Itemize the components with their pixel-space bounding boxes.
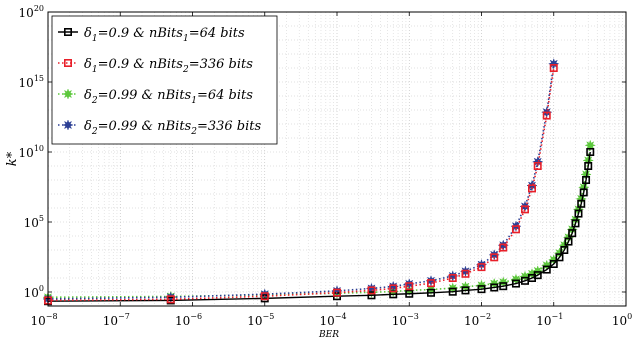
data-point: [448, 273, 457, 282]
data-point: [461, 269, 470, 278]
data-point: [405, 289, 414, 298]
data-point: [579, 188, 588, 197]
legend-marker: [62, 119, 74, 131]
series-1: [43, 148, 595, 306]
axes: 10−8 10−7 10−6 10−5 10−4 10−3 10−2 10−1 100 100 10…: [19, 4, 633, 328]
x-tick-label: 10−5: [247, 312, 274, 328]
x-axis-label: BER: [318, 330, 339, 340]
series-3: [42, 139, 597, 304]
data-point: [490, 253, 499, 262]
x-tick-label: 10−8: [30, 312, 57, 328]
legend-entry: δ2=0.99 & nBits1=64 bits: [58, 88, 253, 106]
series-line: [47, 67, 555, 302]
legend-box: [51, 15, 278, 145]
series-line: [47, 145, 592, 299]
x-tick-label: 10−2: [464, 312, 491, 328]
data-point: [477, 285, 486, 294]
legend-entry: δ1=0.9 & nBits1=64 bits: [58, 26, 245, 44]
x-tick-label: 10−4: [319, 312, 346, 328]
data-point: [367, 286, 376, 295]
data-point: [461, 286, 470, 295]
data-point: [555, 253, 564, 262]
data-point: [477, 263, 486, 272]
y-tick-label: 1010: [19, 144, 44, 160]
legend-label: δ2=0.99 & nBits1=64 bits: [84, 88, 253, 106]
data-point: [405, 282, 414, 291]
y-tick-label: 105: [24, 214, 44, 230]
data-point: [584, 162, 593, 171]
data-point: [389, 284, 398, 293]
data-point: [499, 282, 508, 291]
data-point: [582, 176, 591, 185]
legend-label: δ1=0.9 & nBits2=336 bits: [84, 57, 253, 75]
data-point: [542, 265, 551, 274]
y-axis-label: k*: [5, 151, 20, 166]
x-tick-label: 10−3: [392, 312, 419, 328]
data-point: [166, 295, 175, 304]
data-point: [564, 237, 573, 246]
series-2: [43, 64, 558, 305]
legend-label: δ2=0.99 & nBits2=336 bits: [84, 119, 261, 137]
data-point: [511, 225, 520, 234]
x-tick-label: 10−6: [175, 312, 202, 328]
series-line: [47, 151, 591, 302]
data-point: [542, 111, 551, 120]
x-tick-label: 10−7: [103, 312, 130, 328]
data-point: [584, 139, 597, 152]
data-point: [533, 271, 542, 280]
data-point: [577, 199, 586, 208]
y-tick-label: 1015: [19, 74, 44, 90]
legend-marker: [62, 88, 74, 100]
data-point: [367, 291, 376, 300]
y-tick-label: 100: [24, 284, 44, 300]
data-point: [448, 287, 457, 296]
data-point: [549, 259, 558, 268]
legend: δ1=0.9 & nBits1=64 bits δ1=0.9 & nBits2=3…: [51, 15, 278, 145]
data-point: [571, 219, 580, 228]
data-point: [528, 184, 537, 193]
data-point: [426, 279, 435, 288]
data-point: [490, 283, 499, 292]
data-point: [549, 64, 558, 73]
legend-label: δ1=0.9 & nBits1=64 bits: [84, 26, 245, 44]
data-point: [586, 148, 595, 157]
data-point: [260, 292, 269, 301]
legend-marker: [64, 27, 73, 36]
series-layer: [42, 57, 597, 306]
data-point: [560, 246, 569, 255]
data-point: [574, 209, 583, 218]
data-point: [426, 288, 435, 297]
data-point: [332, 288, 341, 297]
legend-entry: δ1=0.9 & nBits2=336 bits: [58, 57, 253, 75]
x-tick-label: 10−1: [536, 312, 563, 328]
data-point: [511, 279, 520, 288]
data-point: [520, 205, 529, 214]
data-point: [568, 229, 577, 238]
y-tick-label: 1020: [19, 4, 44, 20]
data-point: [533, 162, 542, 171]
data-point: [499, 243, 508, 252]
legend-entry: δ2=0.99 & nBits2=336 bits: [58, 119, 261, 137]
legend-marker: [64, 58, 73, 67]
x-tick-label: 100: [612, 312, 632, 328]
